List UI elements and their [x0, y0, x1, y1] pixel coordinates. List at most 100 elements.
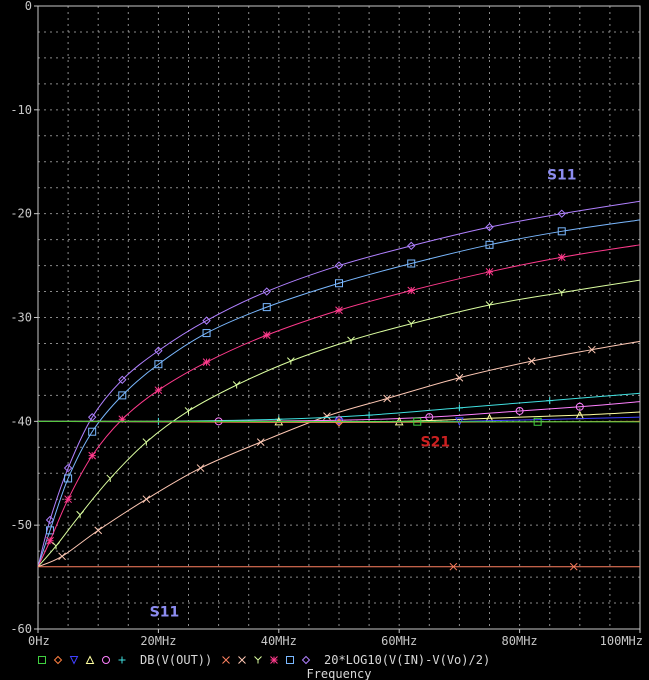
data-point — [202, 358, 211, 367]
data-point — [64, 495, 72, 504]
series-line — [37, 340, 641, 568]
legend-symbol — [270, 656, 278, 664]
data-point — [154, 346, 163, 355]
series-group — [37, 200, 641, 571]
data-point — [557, 253, 566, 262]
legend-symbol — [254, 656, 262, 664]
data-point — [262, 303, 271, 312]
data-point — [58, 552, 66, 561]
legend: DB(V(OUT)) 20*LOG10(V(IN)-V(Vo)/2) — [38, 653, 490, 667]
annotation-label: S11 — [150, 605, 180, 621]
series-3 — [37, 244, 641, 567]
data-point — [407, 259, 416, 268]
data-point — [154, 386, 163, 395]
data-point — [587, 345, 596, 354]
data-point — [407, 286, 416, 295]
data-point — [485, 222, 494, 232]
x-tick-label: 100MHz — [600, 634, 643, 648]
data-point — [46, 536, 54, 545]
data-point — [76, 510, 84, 519]
legend-symbol — [238, 656, 246, 664]
data-point — [335, 416, 343, 425]
data-point — [202, 316, 211, 325]
series-5 — [37, 340, 641, 568]
data-point — [557, 227, 566, 236]
y-tick-label: -50 — [10, 518, 32, 532]
y-tick-label: 0 — [25, 0, 32, 13]
x-axis-label: Frequency — [306, 667, 371, 680]
data-point — [335, 306, 343, 315]
series-1 — [37, 200, 641, 567]
data-point — [407, 241, 416, 251]
data-point — [575, 402, 584, 411]
data-point — [94, 526, 103, 535]
data-point — [569, 562, 578, 571]
data-point — [88, 451, 97, 460]
data-point — [87, 412, 97, 422]
data-point — [52, 542, 60, 550]
annotation-label: S21 — [421, 434, 451, 450]
series-line — [37, 200, 641, 567]
data-point — [335, 279, 343, 288]
x-tick-label: 40MHz — [261, 634, 297, 648]
annotation-label: S11 — [547, 167, 577, 183]
data-point — [262, 287, 271, 296]
data-point — [142, 438, 151, 446]
series-line — [37, 219, 641, 567]
series-line — [37, 244, 641, 567]
data-point — [184, 407, 193, 415]
x-tick-label: 0Hz — [28, 634, 50, 648]
data-point — [527, 357, 536, 365]
data-point — [286, 357, 295, 365]
data-point — [455, 373, 464, 382]
data-point — [106, 474, 115, 482]
legend-symbol — [53, 655, 63, 665]
series-11 — [37, 417, 641, 426]
series-12 — [38, 562, 640, 571]
data-point — [557, 209, 566, 218]
data-point — [202, 329, 211, 338]
data-point — [334, 261, 344, 270]
y-tick-label: -60 — [10, 622, 32, 636]
data-point — [557, 288, 566, 297]
y-tick-label: -20 — [10, 207, 32, 221]
data-point — [45, 515, 55, 525]
y-tick-label: -30 — [10, 311, 32, 325]
data-point — [515, 406, 524, 415]
series-4 — [37, 279, 641, 568]
series-2 — [37, 219, 641, 567]
data-point — [383, 394, 392, 403]
data-point — [485, 301, 494, 309]
data-point — [46, 526, 55, 535]
data-point — [142, 495, 151, 504]
y-tick-label: -40 — [10, 414, 32, 428]
series-line — [37, 420, 641, 423]
grid — [37, 5, 641, 630]
data-point — [232, 381, 241, 389]
data-point — [256, 438, 265, 446]
legend-symbol — [222, 656, 230, 664]
data-point — [449, 562, 458, 571]
data-point — [118, 415, 127, 424]
legend-symbol — [118, 656, 126, 664]
annotations: S11 S21 S11 — [150, 167, 577, 620]
data-point — [407, 319, 416, 328]
data-point — [118, 375, 127, 385]
legend-symbol — [102, 656, 110, 664]
legend-symbol — [286, 656, 294, 664]
data-point — [88, 427, 97, 436]
x-tick-label: 60MHz — [381, 634, 417, 648]
legend-symbol — [38, 656, 46, 664]
legend-label-log: 20*LOG10(V(IN)-V(Vo)/2) — [324, 653, 490, 667]
data-point — [455, 404, 463, 412]
data-point — [485, 240, 494, 249]
data-point — [347, 336, 355, 344]
y-tick-label: -10 — [10, 103, 32, 117]
data-point — [323, 412, 331, 420]
data-point — [118, 391, 127, 400]
data-point — [546, 397, 554, 405]
data-point — [262, 331, 271, 340]
legend-symbol — [69, 656, 79, 665]
